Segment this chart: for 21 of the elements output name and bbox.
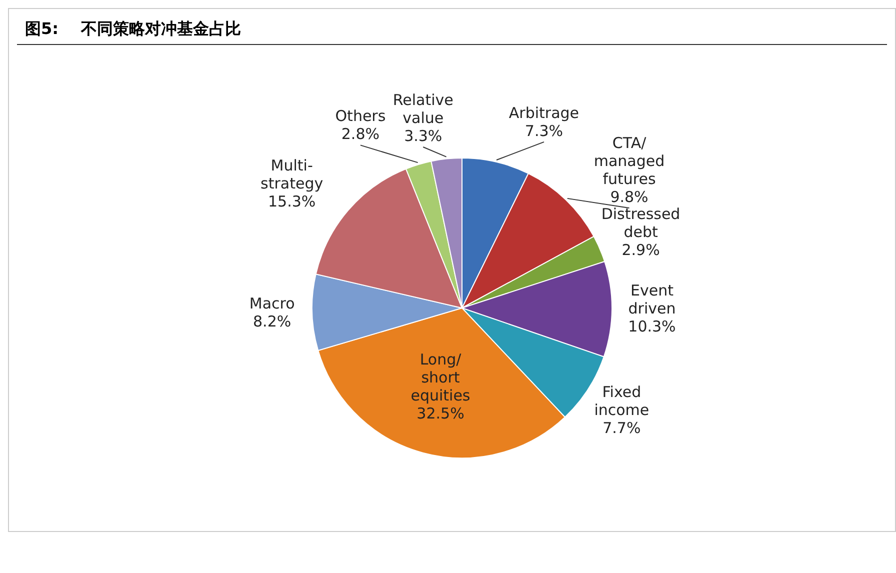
data-label: 7.7% [602,419,641,438]
data-label: 10.3% [628,318,676,336]
data-label: 7.3% [524,122,564,140]
slice-label: Fixed income [594,383,650,420]
slice-label: Long/short equities [410,350,470,405]
slice-label: Relative value [392,91,454,128]
slice-label: Distressed debt [601,204,680,241]
slice-label: Others [335,107,386,126]
data-label: 8.2% [253,312,292,331]
data-label: 2.8% [341,125,380,144]
slice-label: Arbitrage [508,104,580,122]
data-label: 32.5% [416,404,464,423]
slice-label: Event driven [628,282,676,318]
chart-title: 图5: 不同策略对冲基金占比 [17,15,887,45]
data-label: 9.8% [610,188,648,206]
data-label: 3.3% [404,127,442,146]
data-label: 15.3% [268,192,316,211]
slice-label: Macro [249,294,295,313]
slice-label: Multi-strategy [260,156,324,193]
data-label: 2.9% [622,240,660,259]
slice-label: CTA/managed futures [594,134,665,188]
